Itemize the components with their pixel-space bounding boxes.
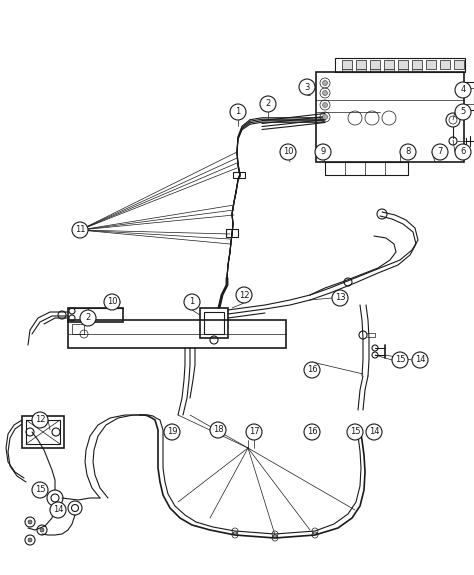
Text: 5: 5 (460, 108, 465, 117)
Bar (412, 60, 422, 69)
Text: 2: 2 (265, 99, 271, 109)
Circle shape (32, 482, 48, 498)
Circle shape (455, 144, 471, 160)
Bar (22, 416, 64, 448)
Circle shape (400, 144, 416, 160)
Circle shape (210, 422, 226, 438)
Bar (440, 60, 450, 69)
Circle shape (50, 502, 66, 518)
Text: 18: 18 (213, 426, 223, 435)
Text: 7: 7 (438, 148, 443, 156)
Text: 14: 14 (369, 427, 379, 436)
Circle shape (366, 424, 382, 440)
Circle shape (164, 424, 180, 440)
Text: 15: 15 (350, 427, 360, 436)
Text: 15: 15 (395, 355, 405, 365)
Circle shape (72, 222, 88, 238)
Text: 6: 6 (460, 148, 465, 156)
Circle shape (322, 114, 328, 120)
Text: 11: 11 (75, 225, 85, 235)
Circle shape (315, 144, 331, 160)
Circle shape (104, 294, 120, 310)
Text: 9: 9 (320, 148, 326, 156)
Bar (226, 229, 238, 237)
Bar (72, 324, 84, 334)
Text: 16: 16 (307, 427, 317, 436)
Circle shape (184, 294, 200, 310)
Circle shape (332, 290, 348, 306)
Circle shape (455, 104, 471, 120)
Circle shape (80, 310, 96, 326)
Circle shape (322, 102, 328, 108)
Circle shape (412, 352, 428, 368)
Circle shape (432, 144, 448, 160)
Bar (200, 308, 228, 338)
Bar (426, 60, 436, 69)
Bar (356, 69, 366, 72)
Text: 10: 10 (283, 148, 293, 156)
Circle shape (304, 424, 320, 440)
Bar (384, 60, 394, 69)
Circle shape (304, 362, 320, 378)
Circle shape (230, 104, 246, 120)
Circle shape (322, 81, 328, 86)
Circle shape (322, 90, 328, 95)
Circle shape (280, 144, 296, 160)
Text: 17: 17 (249, 427, 259, 436)
Bar (454, 60, 464, 69)
Circle shape (28, 538, 32, 542)
Circle shape (40, 528, 44, 532)
Text: 3: 3 (304, 82, 310, 91)
Bar (316, 72, 464, 162)
Text: 19: 19 (167, 427, 177, 436)
Circle shape (32, 412, 48, 428)
Text: 13: 13 (335, 293, 346, 302)
Text: 12: 12 (35, 416, 45, 424)
Bar (384, 69, 394, 72)
Bar (342, 60, 352, 69)
Text: 1: 1 (236, 108, 241, 117)
Text: 8: 8 (405, 148, 410, 156)
Circle shape (392, 352, 408, 368)
Bar (370, 69, 380, 72)
Bar (233, 172, 245, 178)
Text: 14: 14 (415, 355, 425, 365)
Circle shape (455, 82, 471, 98)
Bar (412, 69, 422, 72)
Bar (342, 69, 352, 72)
Circle shape (299, 79, 315, 95)
Text: 15: 15 (35, 485, 45, 494)
Circle shape (236, 287, 252, 303)
Circle shape (347, 424, 363, 440)
Circle shape (28, 520, 32, 524)
Bar (398, 60, 408, 69)
Bar (26, 420, 60, 444)
Circle shape (260, 96, 276, 112)
Text: 10: 10 (107, 297, 117, 306)
Bar (356, 60, 366, 69)
Text: 16: 16 (307, 366, 317, 374)
Text: 2: 2 (85, 313, 91, 323)
Text: 12: 12 (239, 290, 249, 300)
Bar (68, 320, 286, 348)
Text: 14: 14 (53, 505, 63, 515)
Bar (68, 308, 123, 322)
Text: 1: 1 (190, 297, 195, 306)
Bar (204, 312, 224, 334)
Circle shape (246, 424, 262, 440)
Bar (370, 60, 380, 69)
Bar (398, 69, 408, 72)
Text: 4: 4 (460, 86, 465, 94)
